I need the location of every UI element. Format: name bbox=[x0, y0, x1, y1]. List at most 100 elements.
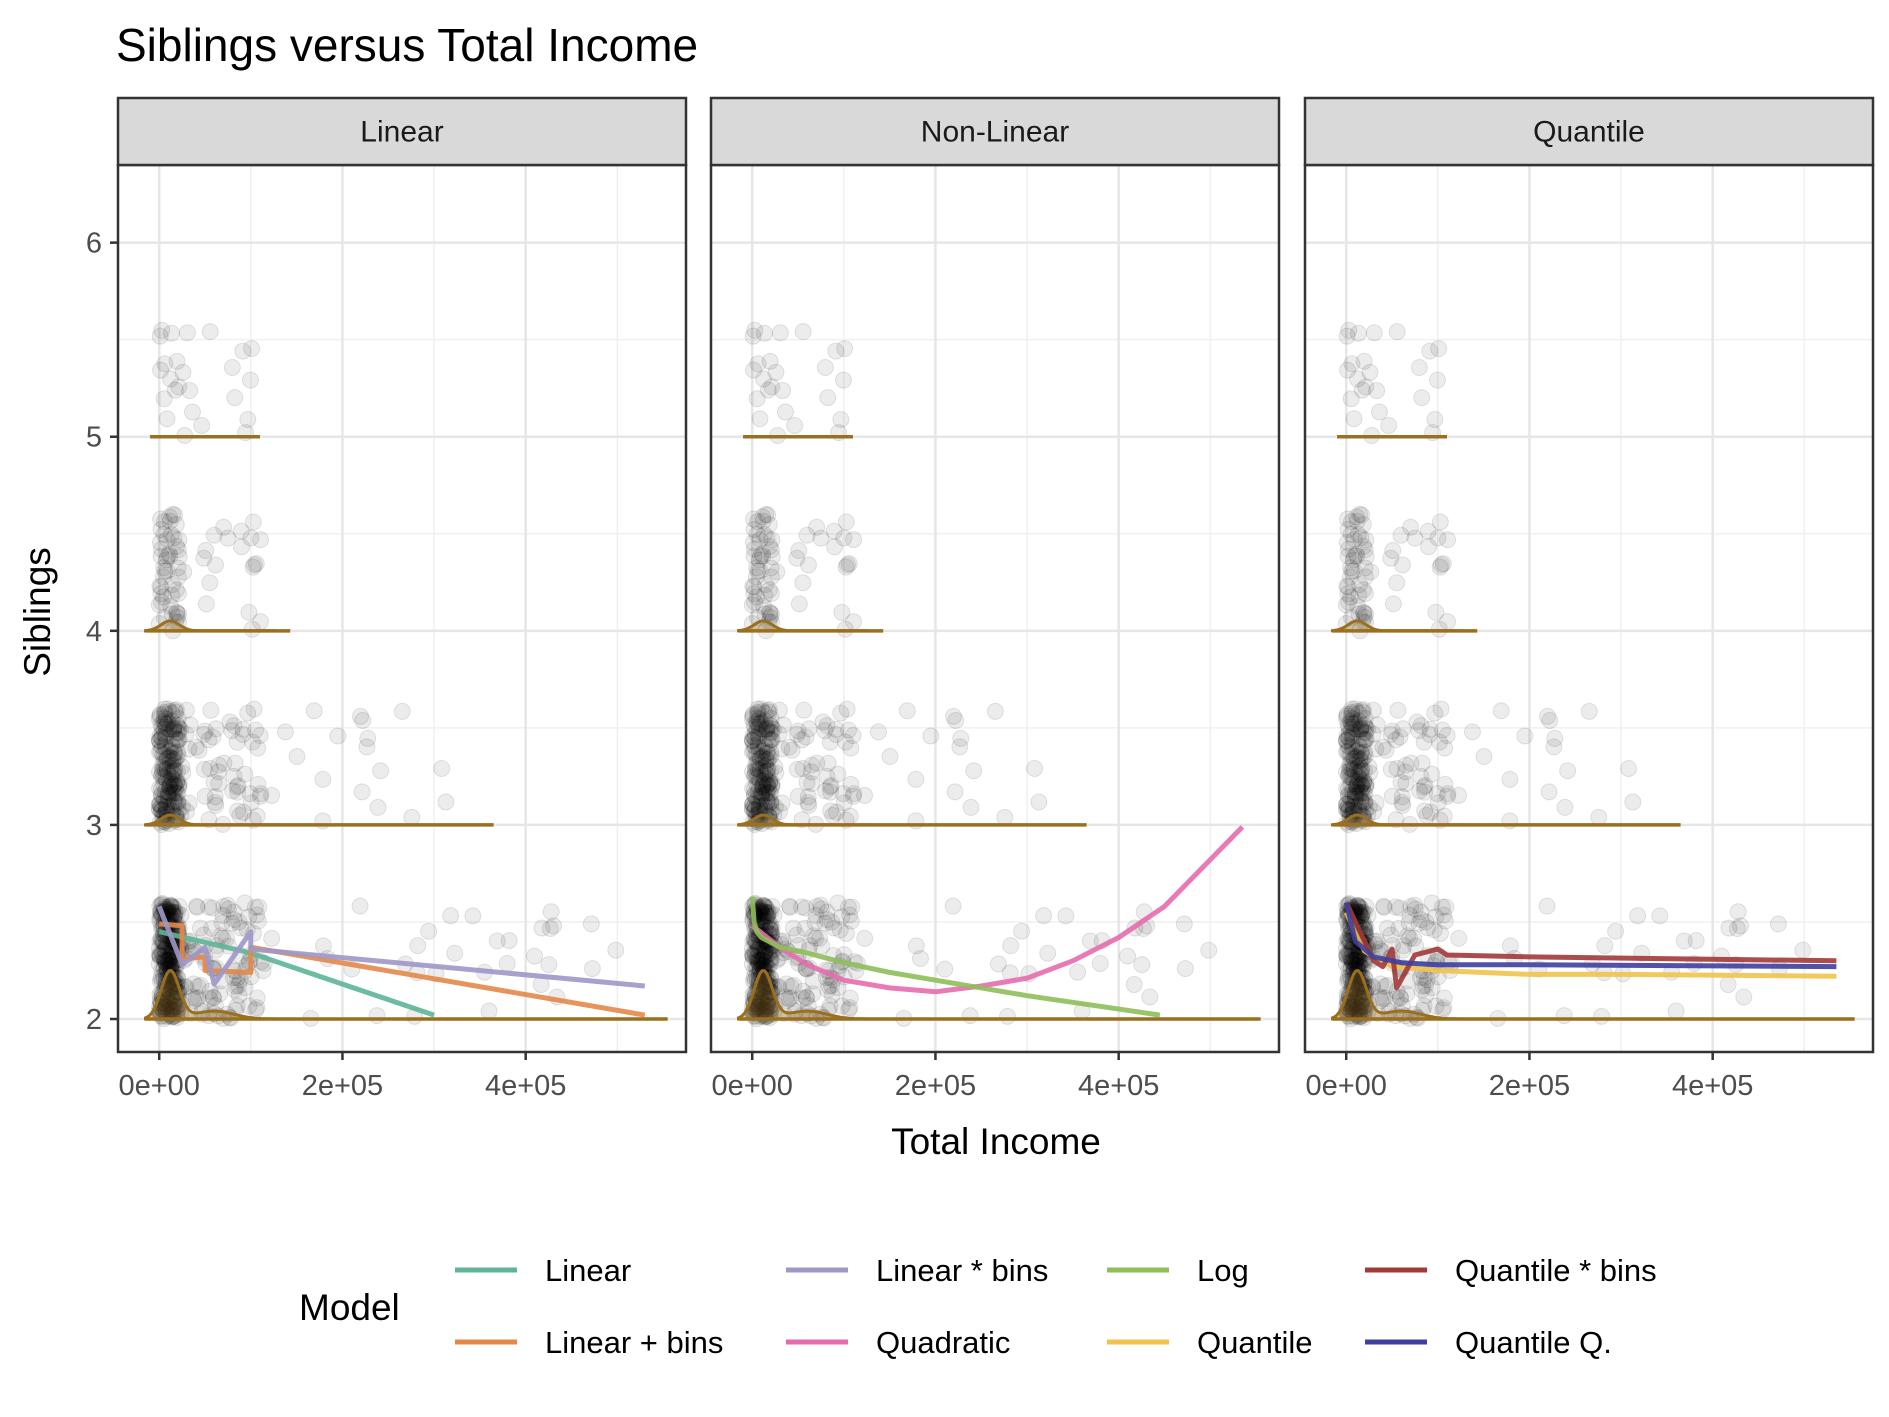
point bbox=[807, 906, 825, 924]
point bbox=[746, 759, 764, 777]
point bbox=[759, 381, 777, 399]
point bbox=[164, 998, 182, 1016]
point bbox=[155, 525, 173, 543]
point bbox=[1371, 988, 1389, 1006]
point bbox=[205, 526, 223, 544]
point bbox=[369, 798, 387, 816]
point bbox=[189, 977, 207, 995]
point bbox=[1346, 765, 1364, 783]
point bbox=[180, 794, 198, 812]
point bbox=[239, 410, 257, 428]
point bbox=[158, 761, 176, 779]
point bbox=[157, 718, 175, 736]
point bbox=[762, 1000, 780, 1018]
point bbox=[763, 531, 781, 549]
point bbox=[162, 775, 180, 793]
point bbox=[150, 731, 168, 749]
point bbox=[757, 784, 775, 802]
point bbox=[856, 786, 874, 804]
legend-entry-quantile-bins: Quantile * bins bbox=[1365, 1253, 1657, 1288]
point bbox=[153, 738, 171, 756]
point bbox=[761, 955, 779, 973]
point bbox=[746, 762, 764, 780]
point bbox=[1338, 727, 1356, 745]
point bbox=[749, 761, 767, 779]
point bbox=[829, 765, 847, 783]
point bbox=[771, 324, 789, 342]
point bbox=[160, 778, 178, 796]
point bbox=[1342, 948, 1360, 966]
point bbox=[760, 794, 778, 812]
point bbox=[1355, 731, 1373, 749]
point bbox=[161, 748, 179, 766]
x-tick-label: 4e+05 bbox=[1078, 1070, 1159, 1102]
point bbox=[818, 911, 836, 929]
point bbox=[835, 529, 853, 547]
point bbox=[161, 993, 179, 1011]
point bbox=[1540, 783, 1558, 801]
point bbox=[749, 715, 767, 733]
point bbox=[757, 998, 775, 1016]
point bbox=[743, 763, 761, 781]
point bbox=[845, 531, 863, 549]
point bbox=[161, 508, 179, 526]
point bbox=[151, 732, 169, 750]
point bbox=[152, 786, 170, 804]
point bbox=[1344, 954, 1362, 972]
point bbox=[158, 772, 176, 790]
point bbox=[169, 793, 187, 811]
point bbox=[242, 529, 260, 547]
point bbox=[166, 783, 184, 801]
point bbox=[1607, 922, 1625, 940]
point bbox=[759, 760, 777, 778]
point bbox=[152, 716, 170, 734]
point bbox=[754, 508, 772, 526]
point bbox=[752, 547, 770, 565]
point bbox=[1030, 793, 1048, 811]
point bbox=[236, 894, 254, 912]
point bbox=[1339, 767, 1357, 785]
point bbox=[1732, 917, 1750, 935]
point bbox=[1339, 786, 1357, 804]
point bbox=[763, 898, 781, 916]
point bbox=[165, 792, 183, 810]
point bbox=[922, 727, 940, 745]
point bbox=[1728, 920, 1746, 938]
point bbox=[1340, 759, 1358, 777]
point bbox=[827, 720, 845, 738]
point bbox=[763, 723, 781, 741]
point bbox=[756, 785, 774, 803]
point bbox=[762, 731, 780, 749]
point bbox=[1346, 991, 1364, 1009]
point bbox=[1431, 924, 1449, 942]
point bbox=[818, 903, 836, 921]
point bbox=[1338, 796, 1356, 814]
point bbox=[757, 904, 775, 922]
point bbox=[247, 555, 265, 573]
point bbox=[187, 738, 205, 756]
point bbox=[210, 756, 228, 774]
point bbox=[762, 541, 780, 559]
point bbox=[251, 787, 269, 805]
point bbox=[152, 585, 170, 603]
point bbox=[1356, 1000, 1374, 1018]
point bbox=[838, 556, 856, 574]
point bbox=[167, 784, 185, 802]
point bbox=[1351, 784, 1369, 802]
point bbox=[1620, 759, 1638, 777]
point bbox=[177, 701, 195, 719]
point bbox=[795, 701, 813, 719]
point bbox=[1629, 907, 1647, 925]
point bbox=[225, 911, 243, 929]
x-tick-label: 4e+05 bbox=[485, 1070, 566, 1102]
point bbox=[168, 773, 186, 791]
point bbox=[1039, 944, 1057, 962]
facet-panels: Linear 0e+00 2e+05 4e+05 Non-Linear 0e+00 2e+0… bbox=[86, 96, 1875, 1102]
point bbox=[827, 342, 845, 360]
point bbox=[748, 759, 766, 777]
point bbox=[151, 948, 169, 966]
chart-title: Siblings versus Total Income bbox=[116, 19, 698, 71]
point bbox=[1426, 704, 1444, 722]
point bbox=[1430, 733, 1448, 751]
